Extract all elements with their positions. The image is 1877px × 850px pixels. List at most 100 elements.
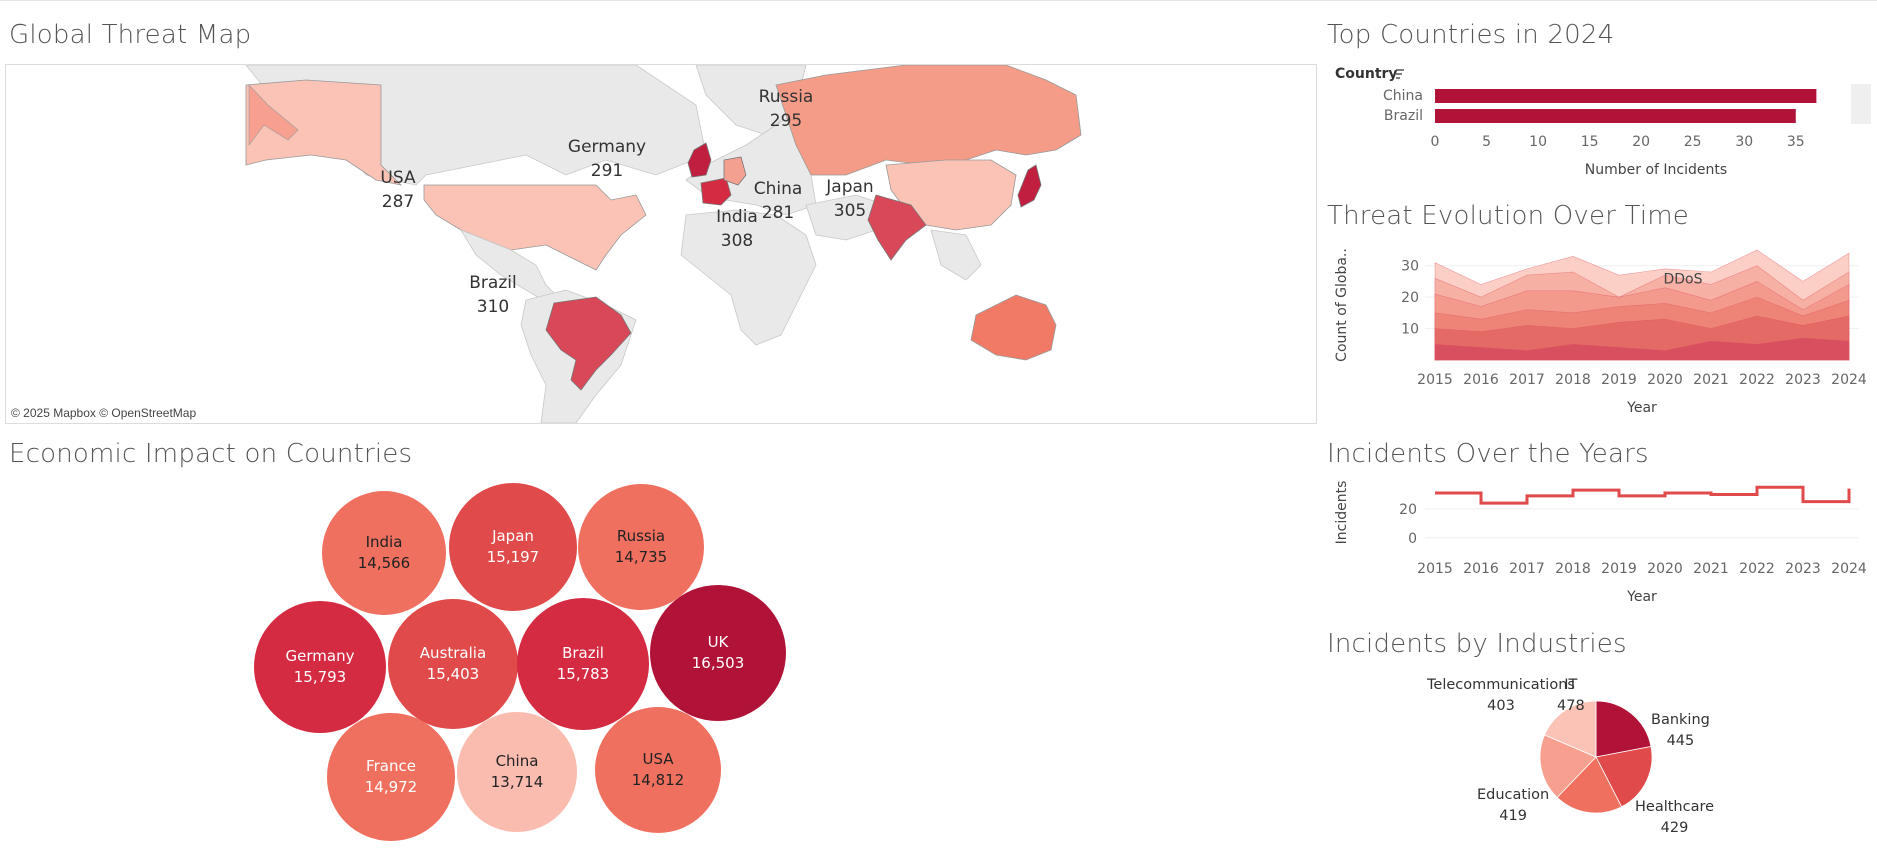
bubble-australia[interactable]: Australia 15,403 <box>388 599 518 729</box>
bubble-usa[interactable]: USA 14,812 <box>594 706 722 834</box>
map-land-alaska <box>245 79 403 186</box>
x-tick-label: 2022 <box>1739 372 1775 388</box>
bubble-value: 14,972 <box>364 777 418 796</box>
x-tick-label: 2021 <box>1693 372 1729 388</box>
sort-icon[interactable] <box>1396 69 1404 79</box>
x-axis-title: Year <box>1626 589 1657 605</box>
x-tick-label: 2015 <box>1417 561 1453 577</box>
pie-slice[interactable] <box>1595 745 1653 808</box>
bubble-country: UK <box>707 633 729 651</box>
x-tick-label: 2016 <box>1463 561 1499 577</box>
bubble-country: Brazil <box>562 643 604 662</box>
bubble-country: Germany <box>285 646 355 665</box>
bubble-value: 14,566 <box>357 553 411 572</box>
bubble-germany[interactable]: Germany 15,793 <box>254 601 386 733</box>
x-tick-label: 2018 <box>1555 372 1591 388</box>
bubble-value: 15,197 <box>486 547 540 566</box>
map-land-germany <box>723 156 747 186</box>
map-land-france <box>700 177 732 206</box>
pie-label-telecommunications: Telecommunications 403 <box>1427 677 1575 714</box>
bubble-country: China <box>495 752 539 770</box>
x-tick-label: 2019 <box>1601 372 1637 388</box>
bubble-value: 15,793 <box>293 667 347 686</box>
industries-title: Incidents by Industries <box>1327 629 1627 659</box>
x-tick-label: 10 <box>1529 134 1547 150</box>
bubble-country: India <box>365 532 403 551</box>
map-title: Global Threat Map <box>9 20 252 50</box>
area-annotation: DDoS <box>1663 271 1702 287</box>
bubble-value: 15,403 <box>426 664 480 683</box>
bubble-country: Australia <box>419 643 487 662</box>
bar-scrollbar[interactable] <box>1851 84 1871 124</box>
x-tick-label: 2023 <box>1785 372 1821 388</box>
x-tick-label: 2019 <box>1601 561 1637 577</box>
map-land-uk <box>687 142 712 178</box>
bar-category-label: China <box>1383 88 1423 104</box>
bar[interactable] <box>1435 89 1817 103</box>
bubble-value: 16,503 <box>691 654 745 672</box>
map-label-usa: USA 287 <box>380 168 416 212</box>
incidents-line-chart[interactable]: 0 20 2015 2016 2017 2018 2019 2020 2021 2022 2023 2… <box>1327 475 1873 615</box>
y-axis-title: Incidents <box>1334 481 1350 545</box>
x-tick-label: 20 <box>1632 134 1650 150</box>
pie-label-it: IT 478 <box>1557 677 1585 714</box>
x-tick-label: 30 <box>1735 134 1753 150</box>
pie-label-education: Education 419 <box>1477 787 1550 824</box>
map-land-russia <box>775 65 1082 176</box>
world-map-svg <box>245 65 1082 423</box>
incidents-line[interactable] <box>1435 485 1851 505</box>
bubble-france[interactable]: France 14,972 <box>327 713 455 841</box>
y-axis-title: Count of Globa.. <box>1334 248 1350 362</box>
map-label-germany: Germany 291 <box>567 137 647 181</box>
bubble-japan[interactable]: Japan 15,197 <box>448 482 578 612</box>
bubble-china[interactable]: China 13,714 <box>457 712 577 832</box>
map-label-japan: Japan 305 <box>826 177 874 221</box>
map-land-usa <box>423 184 647 271</box>
bubble-uk[interactable]: UK 16,503 <box>650 585 786 721</box>
industries-pie-panel: IT 478 Banking 445 Healthcare 429 Education… <box>1327 665 1873 850</box>
map-label-brazil: Brazil 310 <box>469 273 517 317</box>
threat-map[interactable]: Russia 295 Germany 291 USA 287 China 281 Jap… <box>5 64 1317 424</box>
x-tick-label: 2018 <box>1555 561 1591 577</box>
y-tick-label: 20 <box>1399 502 1417 518</box>
x-tick-label: 35 <box>1787 134 1805 150</box>
pie-slice[interactable] <box>1544 700 1597 758</box>
pie-slice[interactable] <box>1556 756 1623 814</box>
bar[interactable] <box>1435 109 1796 123</box>
economic-impact-bubble-chart[interactable]: India 14,566 Japan 15,197 Russia 14,735 German… <box>240 475 800 845</box>
bubble-country: Russia <box>616 526 666 545</box>
x-tick-label: 5 <box>1482 134 1491 150</box>
bubble-value: 14,735 <box>614 547 668 566</box>
pie-slice[interactable] <box>1539 734 1597 798</box>
x-tick-label: 2022 <box>1739 561 1775 577</box>
map-land-se-asia <box>930 229 982 281</box>
x-tick-label: 2015 <box>1417 372 1453 388</box>
area-series[interactable] <box>1434 337 1850 361</box>
y-tick-label: 20 <box>1401 290 1419 306</box>
x-tick-label: 2017 <box>1509 561 1545 577</box>
threat-evolution-area-chart[interactable]: 10 20 30 DDoS 2015 2016 2017 2018 2019 2020 2021 20… <box>1327 240 1873 420</box>
bubble-russia[interactable]: Russia 14,735 <box>578 484 704 610</box>
map-land-australia <box>970 294 1057 361</box>
x-tick-label: 0 <box>1431 134 1440 150</box>
bar-category-label: Brazil <box>1384 108 1423 124</box>
x-tick-label: 2023 <box>1785 561 1821 577</box>
bubble-india[interactable]: India 14,566 <box>321 490 447 616</box>
bubble-brazil[interactable]: Brazil 15,783 <box>517 598 649 730</box>
map-land-india <box>867 194 927 261</box>
x-tick-label: 2020 <box>1647 561 1683 577</box>
top-countries-bar-chart[interactable]: Country China Brazil 0 5 10 15 20 25 30 35 Number o… <box>1327 60 1873 185</box>
industries-pie-chart[interactable] <box>1536 697 1656 817</box>
bubble-value: 15,783 <box>556 664 610 683</box>
x-tick-label: 2021 <box>1693 561 1729 577</box>
incidents-years-title: Incidents Over the Years <box>1327 439 1649 469</box>
pie-slice[interactable] <box>1595 700 1652 758</box>
x-tick-label: 2017 <box>1509 372 1545 388</box>
map-label-india: India 308 <box>716 207 758 251</box>
map-land-japan <box>1017 164 1042 208</box>
y-tick-label: 0 <box>1408 531 1417 547</box>
economic-impact-title: Economic Impact on Countries <box>9 439 413 469</box>
x-tick-label: 2016 <box>1463 372 1499 388</box>
x-tick-label: 25 <box>1684 134 1702 150</box>
bubble-country: Japan <box>492 526 534 545</box>
